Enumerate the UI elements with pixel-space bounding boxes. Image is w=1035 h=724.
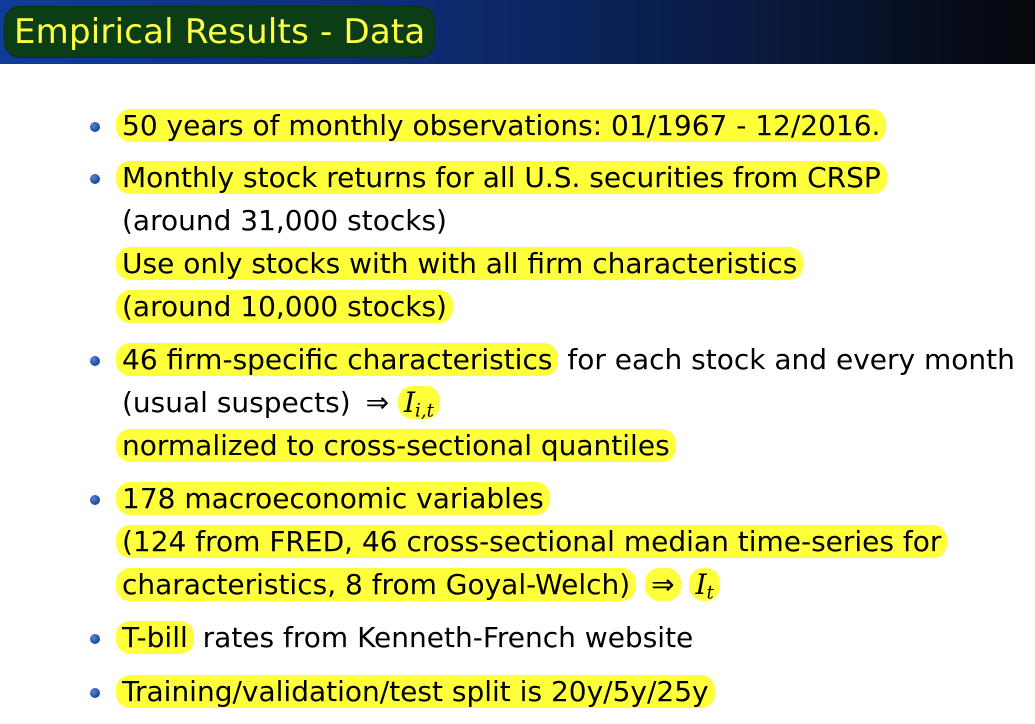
slide-header: Empirical Results - Data <box>0 0 1035 64</box>
bullet-2-line-1: Monthly stock returns for all U.S. secur… <box>116 160 887 196</box>
bullet-dot <box>90 356 100 366</box>
bullet-dot <box>90 688 100 698</box>
bullet-3-line-3: normalized to cross-sectional quantiles <box>116 428 676 464</box>
bullet-dot <box>90 122 100 132</box>
bullet-1-line-1: 50 years of monthly observations: 01/196… <box>116 108 887 144</box>
slide-title: Empirical Results - Data <box>14 12 426 52</box>
bullet-4-line-2: (124 from FRED, 46 cross-sectional media… <box>116 524 948 560</box>
bullet-2-line-4: (around 10,000 stocks) <box>116 289 453 325</box>
bullet-3-line-1: 46 firm-specific characteristics for eac… <box>116 342 1015 378</box>
bullet-dot <box>90 495 100 505</box>
title-highlight: Empirical Results - Data <box>4 6 436 58</box>
math-I-it: Ii,t <box>397 386 440 422</box>
bullet-dot <box>90 174 100 184</box>
bullet-2-line-3: Use only stocks with with all firm chara… <box>116 246 804 282</box>
bullet-3-line-2: (usual suspects) ⇒ Ii,t <box>116 385 440 430</box>
bullet-4-line-3: characteristics, 8 from Goyal-Welch) ⇒ I… <box>116 567 720 612</box>
bullet-6-line-1: Training/validation/test split is 20y/5y… <box>116 674 715 710</box>
bullet-4-line-1: 178 macroeconomic variables <box>116 481 550 517</box>
bullet-2-line-2: (around 31,000 stocks) <box>122 204 447 237</box>
bullet-5-line-1: T-bill rates from Kenneth-French website <box>116 620 693 656</box>
math-I-t: It <box>689 568 720 604</box>
bullet-dot <box>90 634 100 644</box>
